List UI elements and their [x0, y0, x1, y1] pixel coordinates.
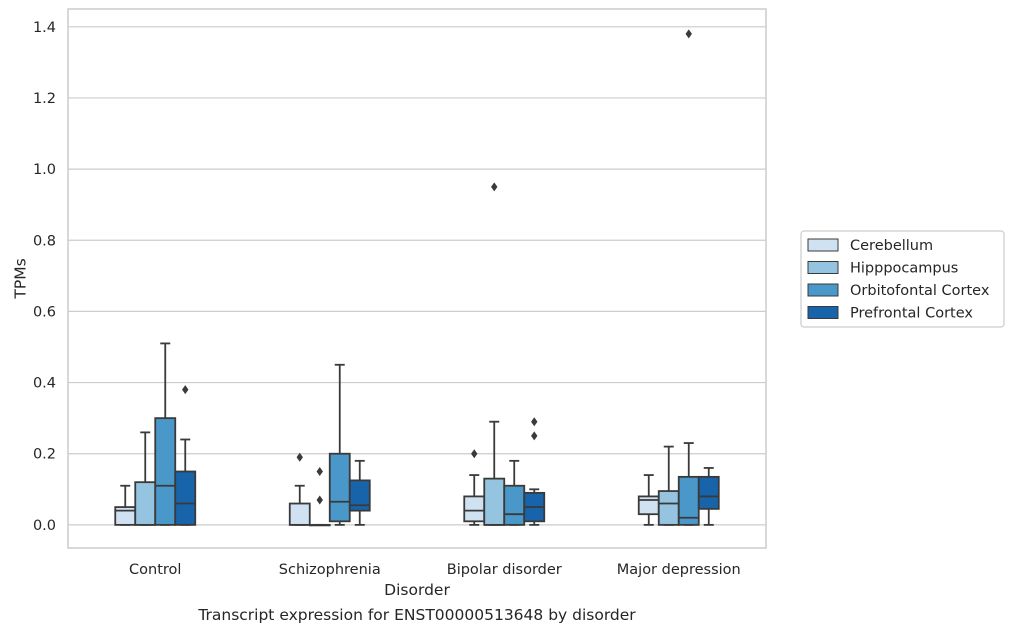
box-iqr — [483, 477, 506, 526]
outlier-point — [316, 467, 323, 477]
box-prefrontal-cortex — [174, 385, 197, 526]
box-prefrontal-cortex — [523, 417, 546, 526]
y-tick-label: 0.6 — [33, 304, 56, 320]
box-iqr — [697, 475, 720, 510]
y-tick-label: 0.4 — [33, 376, 56, 392]
x-tick-label: Bipolar disorder — [447, 562, 562, 578]
box-cerebellum — [637, 474, 660, 526]
box-orbitofontal-cortex — [328, 363, 351, 526]
legend-box — [800, 230, 1005, 328]
x-tick-label: Schizophrenia — [279, 562, 381, 578]
box-iqr — [134, 481, 157, 526]
box-prefrontal-cortex — [697, 467, 720, 526]
box-iqr — [503, 484, 526, 526]
y-axis-label: TPMs — [11, 258, 29, 299]
y-tick-label: 0.0 — [33, 518, 56, 534]
box-hipppocampus — [134, 431, 157, 526]
outlier-point — [296, 452, 303, 462]
figure-caption: Transcript expression for ENST0000051364… — [198, 606, 636, 624]
grid-lines — [68, 26, 766, 526]
y-tick-label: 1.4 — [33, 20, 56, 36]
box-orbitofontal-cortex — [503, 459, 526, 526]
legend-label: Prefrontal Cortex — [850, 306, 973, 322]
box-iqr — [288, 502, 311, 526]
box-iqr — [328, 452, 351, 523]
outlier-point — [182, 385, 189, 395]
y-tick-label: 0.8 — [33, 233, 56, 249]
x-tick-label: Control — [129, 562, 181, 578]
outlier-point — [471, 449, 478, 459]
y-tick-labels: 0.0 0.2 0.4 0.6 0.8 1.0 1.2 1.4 — [33, 20, 56, 534]
legend-label: Orbitofontal Cortex — [850, 283, 990, 299]
box-cerebellum — [463, 449, 486, 526]
box-iqr — [174, 470, 197, 526]
outlier-point — [685, 29, 692, 39]
box-elements — [114, 29, 720, 527]
legend: Cerebellum Hipppocampus Orbitofontal Corte… — [800, 230, 1005, 328]
y-tick-label: 0.2 — [33, 447, 56, 463]
box-hipppocampus — [308, 467, 331, 527]
x-tick-label: Major depression — [617, 562, 741, 578]
legend-swatch — [807, 238, 839, 252]
box-iqr — [657, 490, 680, 526]
x-tick-labels: Control Schizophrenia Bipolar disorder Majo… — [129, 562, 741, 578]
box-cerebellum — [288, 452, 311, 526]
y-tick-label: 1.2 — [33, 91, 56, 107]
box-hipppocampus — [657, 445, 680, 526]
legend-label: Cerebellum — [850, 238, 933, 254]
legend-swatch — [807, 306, 839, 319]
x-axis-label: Disorder — [384, 581, 450, 599]
outlier-point — [531, 431, 538, 441]
legend-swatch — [807, 261, 839, 274]
outlier-point — [531, 417, 538, 427]
box-orbitofontal-cortex — [154, 342, 177, 526]
outlier-point — [491, 182, 498, 192]
box-prefrontal-cortex — [348, 459, 371, 526]
box-cerebellum — [114, 484, 137, 526]
box-orbitofontal-cortex — [677, 29, 700, 526]
plot-frame — [67, 8, 767, 549]
box-iqr — [348, 479, 371, 512]
y-tick-label: 1.0 — [33, 162, 56, 178]
box-hipppocampus — [483, 182, 506, 526]
legend-swatch — [807, 283, 839, 297]
box-iqr — [154, 417, 177, 526]
outlier-point — [316, 495, 323, 505]
legend-label: Hipppocampus — [850, 261, 958, 277]
box-iqr — [463, 495, 486, 523]
